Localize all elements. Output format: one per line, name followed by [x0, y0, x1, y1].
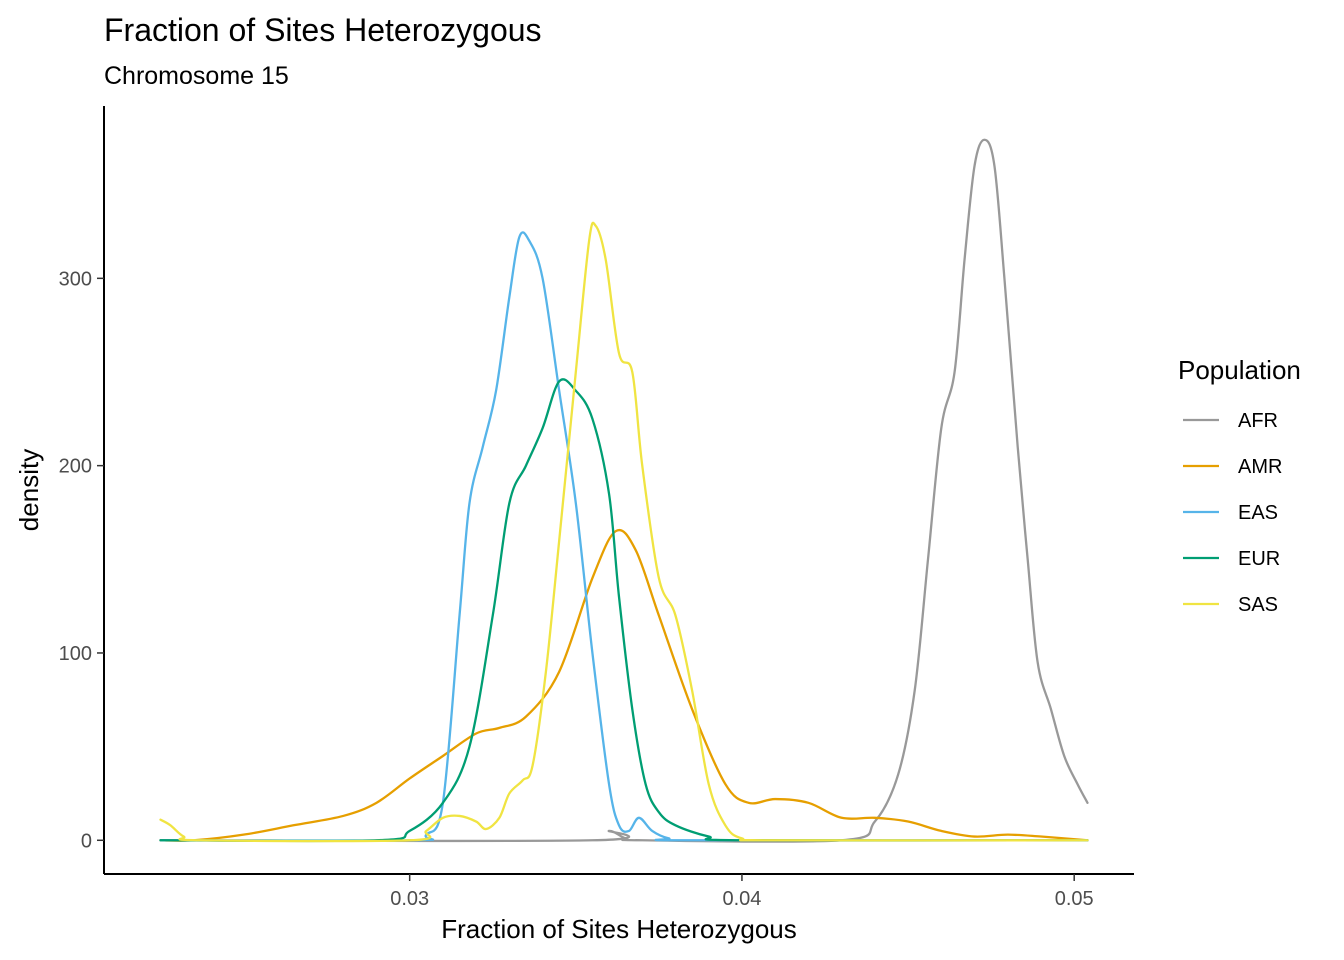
series-line-eur: [159, 378, 1089, 843]
x-ticks: 0.03 0.04 0.05: [390, 874, 1094, 910]
legend: Population AFR AMR EAS EUR SAS: [1178, 355, 1301, 616]
series-line-amr: [159, 528, 1089, 842]
chart-subtitle: Chromosome 15: [104, 62, 289, 90]
legend-items: AFR AMR EAS EUR SAS: [1183, 410, 1282, 616]
series-line-afr: [159, 138, 1089, 843]
x-tick-label: 0.05: [1055, 888, 1094, 910]
legend-label-afr: AFR: [1238, 410, 1278, 432]
legend-label-sas: SAS: [1238, 594, 1278, 616]
y-axis-title: density: [14, 449, 44, 531]
y-tick-label: 100: [59, 643, 92, 665]
legend-label-eas: EAS: [1238, 502, 1278, 524]
chart-title: Fraction of Sites Heterozygous: [104, 12, 542, 48]
legend-title: Population: [1178, 355, 1301, 385]
y-tick-label: 200: [59, 456, 92, 478]
series-line-eas: [159, 231, 1089, 842]
legend-label-eur: EUR: [1238, 548, 1280, 570]
y-ticks: 0 100 200 300: [59, 268, 104, 852]
x-axis-title: Fraction of Sites Heterozygous: [441, 914, 797, 944]
legend-label-amr: AMR: [1238, 456, 1282, 478]
plot-lines: [159, 138, 1089, 843]
y-tick-label: 0: [81, 830, 92, 852]
y-tick-label: 300: [59, 268, 92, 290]
x-tick-label: 0.03: [390, 888, 429, 910]
x-tick-label: 0.04: [722, 888, 761, 910]
series-line-sas: [159, 221, 1089, 843]
